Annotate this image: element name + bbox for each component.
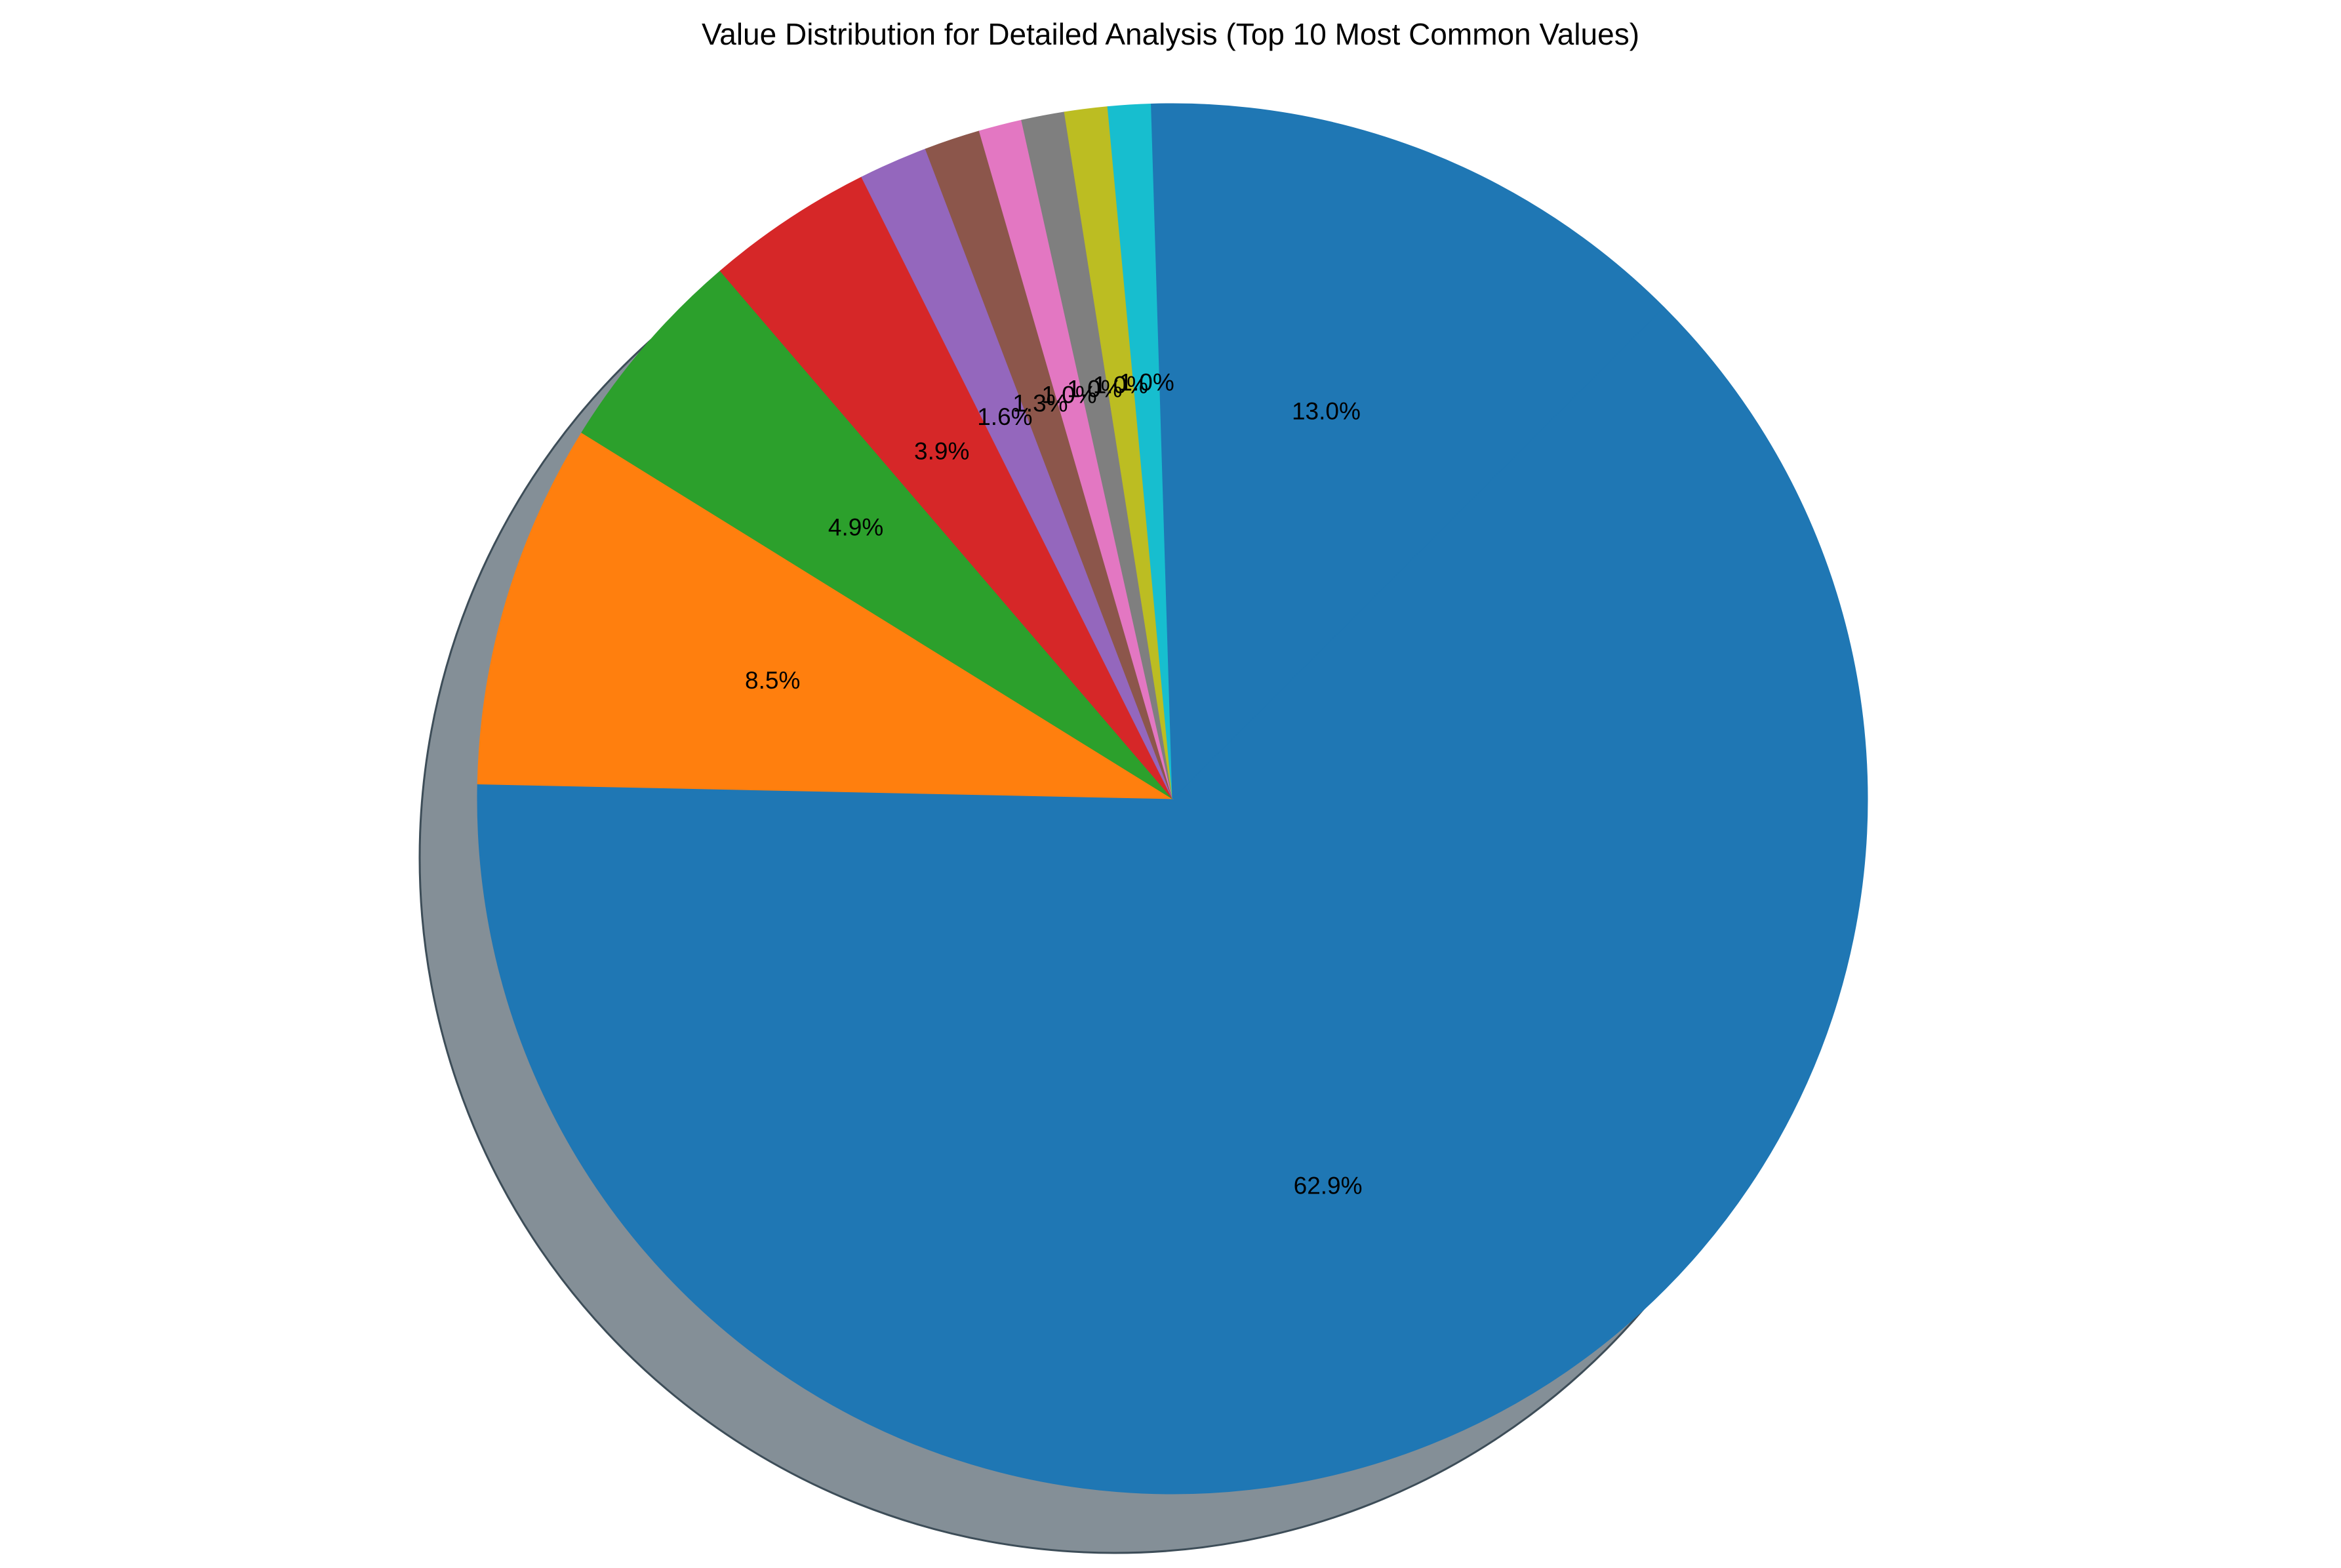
pie-slice bbox=[477, 306, 1868, 1495]
slice-percent-label: 1.0% bbox=[1119, 369, 1174, 396]
chart-title: Value Distribution for Detailed Analysis… bbox=[702, 17, 1639, 51]
pie-slice bbox=[581, 270, 1173, 799]
pie-labels: 62.9%8.5%4.9%3.9%1.6%1.3%1.0%1.0%1.0%1.0… bbox=[745, 369, 1363, 1199]
slice-percent-label: 1.3% bbox=[1012, 390, 1068, 416]
slice-percent-label: 3.9% bbox=[914, 438, 969, 465]
pie-slice bbox=[477, 432, 1174, 799]
slice-percent-label: 62.9% bbox=[1294, 1173, 1363, 1199]
slice-percent-label: 1.0% bbox=[1041, 381, 1096, 408]
pie-slice bbox=[1151, 103, 1665, 800]
slice-percent-label: 4.9% bbox=[828, 514, 883, 541]
pie-slice bbox=[719, 176, 1173, 799]
slice-percent-label: 13.0% bbox=[1292, 397, 1361, 424]
slice-percent-label: 1.0% bbox=[1067, 376, 1122, 403]
slice-percent-label: 8.5% bbox=[745, 667, 800, 694]
slice-percent-label: 1.6% bbox=[977, 403, 1032, 430]
slice-percent-label: 1.0% bbox=[1093, 371, 1148, 398]
pie-slices bbox=[477, 103, 1868, 1495]
